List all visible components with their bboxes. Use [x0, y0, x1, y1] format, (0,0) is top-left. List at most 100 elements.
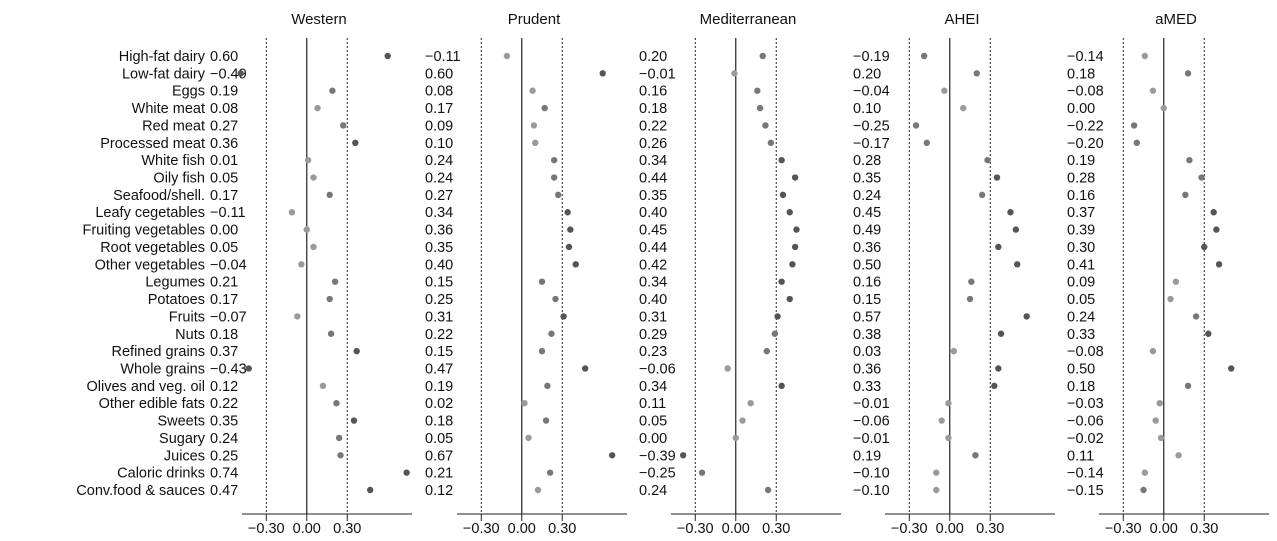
- data-point: [538, 347, 546, 355]
- data-point: [1198, 174, 1205, 181]
- data-point: [310, 243, 317, 251]
- data-point: [756, 104, 764, 112]
- category-label: Sweets: [157, 414, 205, 430]
- data-point: [1149, 87, 1157, 94]
- x-tick-label: −0.30: [891, 521, 928, 536]
- value-label: 0.08: [210, 101, 238, 117]
- category-label: Eggs: [172, 84, 205, 100]
- data-point: [995, 243, 1002, 251]
- data-point: [403, 469, 410, 476]
- data-point: [972, 452, 979, 459]
- data-point: [933, 486, 940, 494]
- data-point: [1205, 330, 1212, 337]
- data-point: [912, 122, 920, 129]
- category-label: Seafood/shell.: [113, 188, 205, 204]
- value-label: 0.08: [425, 84, 453, 100]
- value-label: 0.57: [853, 309, 881, 325]
- data-point: [1213, 226, 1220, 233]
- data-point: [564, 209, 571, 216]
- data-point: [995, 365, 1002, 372]
- value-label: 0.19: [1067, 153, 1095, 169]
- panel-title: AHEI: [944, 11, 979, 28]
- data-point: [778, 278, 785, 285]
- value-label: 0.20: [853, 66, 881, 82]
- value-label: 0.33: [1067, 327, 1095, 343]
- value-label: −0.06: [1067, 414, 1104, 430]
- data-point: [1140, 486, 1147, 494]
- value-label: 0.37: [210, 344, 238, 360]
- data-point: [764, 486, 772, 494]
- category-label: Sugary: [159, 431, 206, 447]
- value-label: 0.47: [210, 483, 238, 499]
- x-tick-label: 0.30: [976, 521, 1004, 536]
- data-point: [786, 295, 793, 303]
- value-label: −0.11: [210, 205, 246, 221]
- data-point: [991, 382, 998, 390]
- data-point: [1152, 417, 1159, 424]
- data-point: [529, 87, 536, 94]
- data-point: [771, 330, 779, 337]
- value-label: 0.31: [425, 309, 453, 325]
- value-label: 0.34: [639, 153, 667, 169]
- data-point: [366, 486, 374, 494]
- data-point: [747, 400, 754, 407]
- data-point: [1012, 226, 1020, 233]
- value-label: 0.22: [425, 327, 453, 343]
- value-label: 0.15: [425, 275, 453, 291]
- data-point: [542, 417, 550, 424]
- data-point: [548, 330, 555, 337]
- value-label: −0.08: [1067, 344, 1104, 360]
- value-label: −0.04: [210, 257, 247, 273]
- value-label: 0.40: [639, 292, 667, 308]
- category-label: Red meat: [142, 118, 205, 134]
- value-label: 0.24: [425, 171, 453, 187]
- data-point: [245, 365, 252, 372]
- value-label: 0.11: [639, 396, 666, 412]
- x-tick-label: −0.30: [463, 521, 500, 536]
- category-label: White fish: [141, 153, 205, 169]
- value-label: −0.22: [1067, 118, 1104, 134]
- x-tick-label: 0.30: [333, 521, 361, 536]
- value-label: 0.09: [425, 118, 453, 134]
- value-label: −0.07: [210, 309, 247, 325]
- data-point: [1172, 278, 1180, 285]
- data-point: [778, 382, 785, 390]
- data-point: [294, 313, 301, 320]
- value-label: 0.27: [425, 188, 453, 204]
- category-label: Juices: [164, 448, 205, 464]
- value-label: 0.05: [1067, 292, 1095, 308]
- data-point: [552, 295, 559, 303]
- category-label: Refined grains: [112, 344, 206, 360]
- x-tick-label: 0.00: [936, 521, 964, 536]
- value-label: 0.12: [210, 379, 238, 395]
- data-point: [724, 365, 731, 372]
- data-point: [298, 261, 305, 268]
- data-point: [1149, 347, 1157, 355]
- value-label: 0.38: [853, 327, 881, 343]
- value-label: 0.34: [639, 275, 667, 291]
- data-point: [550, 174, 558, 181]
- data-point: [941, 87, 948, 94]
- data-point: [1167, 295, 1174, 303]
- category-label: Olives and veg. oil: [87, 379, 205, 395]
- x-tick-label: 0.30: [548, 521, 576, 536]
- value-label: 0.50: [1067, 361, 1095, 377]
- value-label: 0.19: [853, 448, 881, 464]
- data-point: [759, 52, 766, 60]
- value-label: 0.11: [1067, 448, 1094, 464]
- value-label: −0.10: [853, 466, 890, 482]
- value-label: 0.36: [853, 361, 881, 377]
- panel-title: Prudent: [508, 11, 561, 28]
- data-point: [1215, 261, 1223, 268]
- data-point: [1184, 382, 1192, 390]
- value-label: −0.43: [210, 361, 247, 377]
- value-label: 0.23: [639, 344, 667, 360]
- data-point: [973, 70, 980, 77]
- value-label: 0.05: [639, 414, 667, 430]
- value-label: 0.29: [639, 327, 667, 343]
- value-label: 0.31: [639, 309, 667, 325]
- x-tick-label: 0.00: [508, 521, 536, 536]
- value-label: 0.02: [425, 396, 453, 412]
- value-label: 0.03: [853, 344, 881, 360]
- data-point: [350, 417, 358, 424]
